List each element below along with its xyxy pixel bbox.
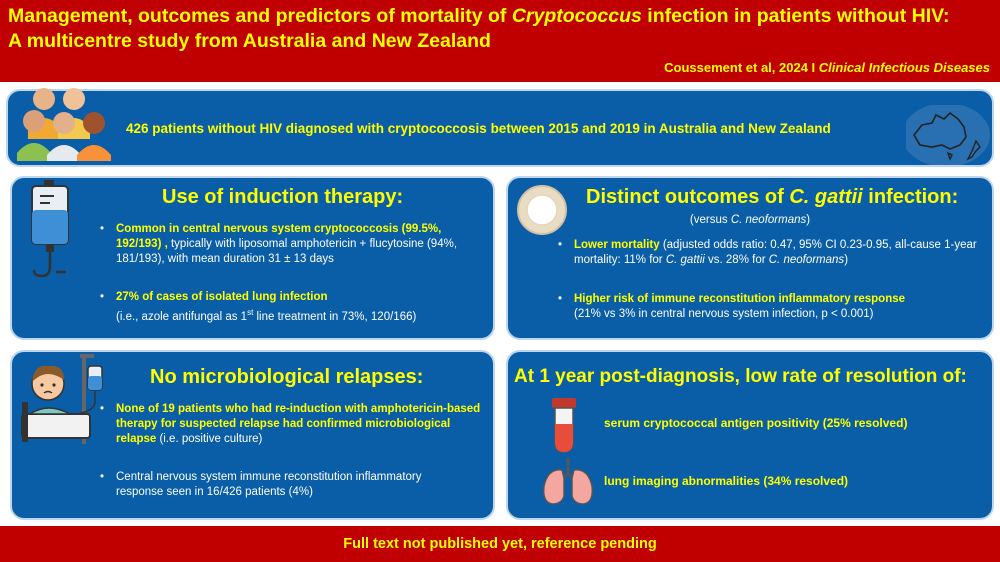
gattii-bullet-2-bold: Higher risk of immune reconstitution inf… (574, 293, 906, 305)
induction-bullet-1-rest: typically with liposomal amphotericin + … (116, 238, 458, 265)
page-title: Management, outcomes and predictors of m… (8, 4, 998, 54)
title-italic: Cryptococcus (511, 5, 642, 27)
induction-bullet-1-bold: Common in central nervous system cryptoc… (116, 223, 442, 250)
overview-text: 426 patients without HIV diagnosed with … (126, 121, 831, 136)
induction-bullet-2-bold: 27% of cases of isolated lung infection (116, 291, 328, 303)
induction-therapy-panel: Use of induction therapy: • Common in cen… (10, 176, 495, 340)
gattii-bullet-2-rest: (21% vs 3% in central nervous system inf… (574, 308, 874, 320)
title-part-2: infection in patients without HIV: (641, 5, 950, 27)
gattii-sub-italic: C. neoformans (730, 214, 807, 226)
relapse-bullet-1-rest: (i.e. positive culture) (156, 433, 263, 445)
title-line-2: A multicentre study from Australia and N… (8, 30, 491, 52)
resolution-item-2: lung imaging abnormalities (34% resolved… (604, 474, 849, 488)
relapse-panel: No microbiological relapses: • None of 19… (10, 350, 495, 520)
gattii-heading: Distinct outcomes of C. gattii infection… (586, 186, 958, 209)
gattii-heading-b: infection: (862, 186, 959, 208)
induction-bullet-2-rest-a: (i.e., azole antifungal as 1 (116, 310, 248, 323)
induction-bullet-2-rest-b: line treatment in 73%, 120/166) (253, 310, 417, 323)
header-banner: Management, outcomes and predictors of m… (0, 0, 1000, 82)
lungs-icon (542, 458, 594, 505)
induction-bullet-2: • 27% of cases of isolated lung infection… (100, 291, 417, 323)
gattii-bullet-1-bold: Lower mortality (574, 239, 660, 251)
overview-panel: 426 patients without HIV diagnosed with … (6, 88, 994, 167)
blood-tube-icon (552, 398, 576, 453)
relapse-bullet-1-bold: None of 19 patients who had re-induction… (116, 403, 481, 445)
induction-heading: Use of induction therapy: (162, 186, 404, 208)
resolution-panel: At 1 year post-diagnosis, low rate of re… (506, 350, 994, 520)
australia-map-icon (906, 105, 990, 165)
gattii-bullet-1-rest-b: vs. 28% for (704, 254, 769, 266)
footer-banner: Full text not published yet, reference p… (0, 526, 1000, 562)
gattii-bullet-1-italic-2: C. neoformans (768, 254, 845, 266)
title-part-1: Management, outcomes and predictors of m… (8, 5, 512, 27)
citation-journal: Clinical Infectious Diseases (818, 60, 990, 75)
gattii-bullet-1: • Lower mortality (adjusted odds ratio: 0… (558, 239, 977, 266)
gattii-bullet-2: • Higher risk of immune reconstitution in… (558, 293, 906, 320)
hospital-patient-icon (21, 354, 103, 444)
gattii-subhead: (versus C. neoformans) (508, 214, 992, 226)
citation: Coussement et al, 2024 I Clinical Infect… (664, 60, 990, 75)
petri-dish-icon (517, 185, 567, 235)
induction-bullet-2-sup: st (247, 308, 254, 317)
gattii-bullet-1-rest-c: ) (844, 254, 849, 266)
induction-bullet-1: • Common in central nervous system crypto… (100, 223, 458, 265)
resolution-heading: At 1 year post-diagnosis, low rate of re… (514, 366, 967, 387)
gattii-heading-a: Distinct outcomes of (586, 186, 790, 208)
gattii-sub-b: ) (806, 214, 811, 226)
gattii-heading-italic: C. gattii (789, 186, 863, 208)
relapse-heading: No microbiological relapses: (150, 366, 424, 388)
relapse-bullet-1: • None of 19 patients who had re-inductio… (100, 403, 481, 445)
citation-authors: Coussement et al, 2024 I (664, 60, 819, 75)
gattii-bullet-1-italic-1: C. gattii (665, 254, 705, 266)
relapse-bullet-2: • Central nervous system immune reconstit… (100, 471, 422, 498)
gattii-sub-a: (versus (689, 214, 731, 226)
relapse-bullet-2-text: Central nervous system immune reconstitu… (116, 471, 422, 498)
gattii-outcomes-panel: Distinct outcomes of C. gattii infection… (506, 176, 994, 340)
people-group-icon (17, 88, 111, 161)
iv-bag-icon (31, 180, 69, 278)
resolution-item-1: serum cryptococcal antigen positivity (2… (604, 416, 908, 430)
gattii-bullet-1-rest-a: (adjusted odds ratio: 0.47, 95% CI 0.23-… (574, 239, 977, 266)
